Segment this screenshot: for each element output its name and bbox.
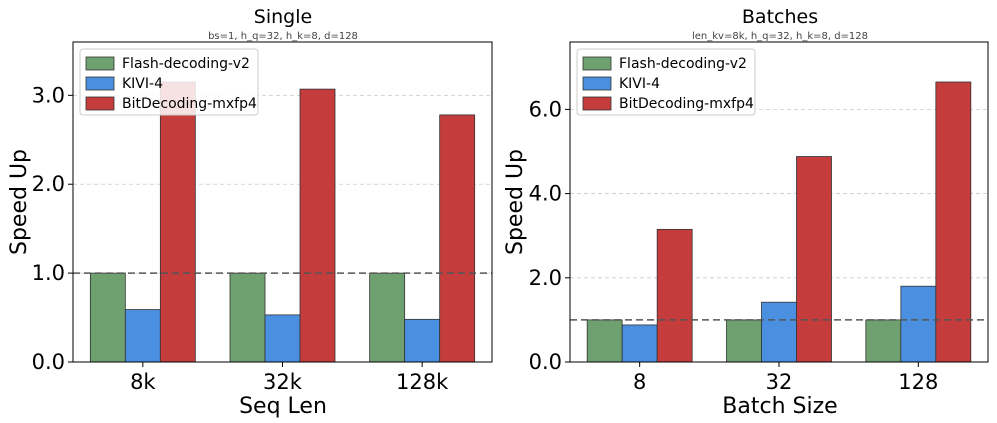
bar	[124, 309, 161, 363]
x-tick-label: 128k	[396, 370, 449, 394]
bar	[586, 319, 623, 363]
x-tick-label: 8	[633, 370, 646, 394]
legend-swatch	[582, 96, 612, 111]
bar	[369, 272, 406, 363]
bar	[796, 156, 832, 363]
x-tick-label: 32k	[263, 370, 303, 394]
bar	[229, 272, 266, 363]
chart-title: Single	[254, 6, 312, 28]
bar	[299, 88, 336, 363]
legend-swatch	[85, 76, 115, 91]
legend-label: Flash-decoding-v2	[122, 56, 250, 72]
x-tick-label: 8k	[130, 370, 156, 394]
legend-label: BitDecoding-mxfp4	[619, 96, 754, 112]
y-tick-label: 1.0	[32, 261, 65, 285]
legend-swatch	[582, 76, 612, 91]
bar	[404, 318, 441, 363]
chart-subtitle: bs=1, h_q=32, h_k=8, d=128	[208, 31, 358, 42]
bar	[761, 301, 797, 363]
legend-label: BitDecoding-mxfp4	[122, 96, 257, 112]
y-axis-label: Speed Up	[7, 149, 32, 255]
legend-swatch	[85, 56, 115, 71]
bar	[439, 114, 476, 363]
bar	[656, 228, 693, 363]
chart-subtitle: len_kv=8k, h_q=32, h_k=8, d=128	[692, 31, 868, 42]
bar	[726, 319, 762, 363]
legend-label: KIVI-4	[619, 76, 660, 92]
plot-frame	[72, 41, 493, 363]
chart-single: Single bs=1, h_q=32, h_k=8, d=128 Seq Le…	[7, 6, 493, 419]
y-tick-label: 2.0	[32, 172, 65, 196]
y-axis-label: Speed Up	[503, 149, 528, 255]
x-axis-label: Batch Size	[722, 394, 837, 419]
chart-batches: Batches len_kv=8k, h_q=32, h_k=8, d=128 …	[503, 6, 989, 419]
legend-box	[576, 48, 756, 116]
y-tick-label: 6.0	[529, 97, 562, 121]
x-axis-label: Seq Len	[239, 394, 327, 419]
y-tick-label: 3.0	[32, 83, 65, 107]
bar	[900, 285, 937, 363]
plot-frame	[569, 41, 989, 363]
bar	[264, 314, 301, 363]
legend: Flash-decoding-v2 KIVI-4 BitDecoding-mxfp4	[79, 48, 259, 116]
bar	[89, 272, 126, 363]
y-tick-label: 2.0	[529, 266, 562, 290]
legend-label: KIVI-4	[122, 76, 163, 92]
chart-title: Batches	[742, 6, 818, 28]
legend-box	[79, 48, 259, 116]
bar	[935, 81, 972, 363]
legend-label: Flash-decoding-v2	[619, 56, 747, 72]
y-tick-label: 0.0	[32, 350, 65, 374]
legend-swatch	[582, 56, 612, 71]
x-tick-label: 128	[898, 370, 938, 394]
legend-swatch	[85, 96, 115, 111]
y-tick-label: 4.0	[529, 182, 562, 206]
legend: Flash-decoding-v2 KIVI-4 BitDecoding-mxfp4	[576, 48, 756, 116]
bar	[865, 319, 902, 363]
x-tick-label: 32	[766, 370, 793, 394]
bar	[159, 81, 196, 363]
y-tick-label: 0.0	[529, 350, 562, 374]
bar	[621, 324, 658, 363]
